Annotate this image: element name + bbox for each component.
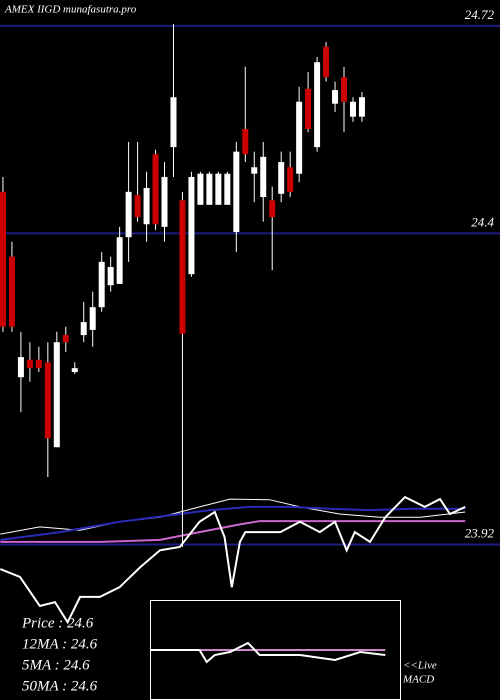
y-tick-label: 24.72 (465, 7, 495, 22)
candle-body (134, 195, 141, 218)
candle-body (35, 359, 42, 369)
candle-body (278, 162, 285, 194)
candle-body (179, 200, 186, 334)
candle-body (26, 359, 33, 369)
annotation: MACD (402, 674, 434, 686)
candle-body (260, 156, 267, 198)
candle-body (161, 176, 168, 227)
candle-body (305, 88, 312, 129)
legend-entry: 50MA : 24.6 (22, 678, 98, 694)
candle-body (332, 90, 339, 104)
candle-body (242, 128, 249, 155)
annotation: <<Live (403, 660, 437, 672)
candle-body (17, 357, 24, 378)
indicator-line (0, 505, 466, 541)
y-tick-label: 23.92 (465, 525, 495, 540)
candle-body (215, 173, 222, 205)
candle-body (206, 173, 213, 205)
candle-body (0, 191, 6, 327)
candle-body (269, 200, 276, 218)
plot: 24.72 24.4 23.92 (0, 7, 500, 625)
candle-body (143, 187, 150, 225)
legend-entry: 5MA : 24.6 (22, 657, 90, 673)
candle-body (44, 362, 51, 439)
candle-body (358, 97, 365, 117)
candle-body (314, 62, 321, 148)
candle-body (233, 151, 240, 233)
chart-title: AMEX IIGD munafasutra.pro (4, 4, 137, 16)
candle-body (296, 101, 303, 174)
candle-body (170, 97, 177, 148)
indicator-line (0, 495, 466, 625)
candle-body (62, 335, 69, 343)
candle-body (107, 267, 114, 286)
candle-body (188, 176, 195, 275)
candle-body (287, 167, 294, 192)
candle-body (251, 167, 258, 174)
candle-body (349, 101, 356, 117)
candle-body (53, 342, 60, 448)
candle-body (98, 261, 105, 308)
indicator-line (0, 520, 466, 543)
candle-body (152, 154, 159, 225)
candle-body (116, 237, 123, 284)
candle-body (8, 256, 15, 327)
candle-body (89, 307, 96, 330)
candle-body (323, 46, 330, 78)
candle-body (71, 368, 78, 373)
candle-body (341, 77, 348, 102)
y-tick-label: 24.4 (471, 214, 494, 229)
legend-entry: 12MA : 24.6 (22, 636, 98, 652)
legend-entry: Price : 24.6 (21, 615, 94, 631)
candle-body (125, 191, 132, 238)
candle-body (224, 173, 231, 205)
macd-line (150, 641, 386, 664)
candle-body (197, 173, 204, 205)
candle-body (80, 322, 87, 336)
indicator-line (0, 498, 466, 535)
